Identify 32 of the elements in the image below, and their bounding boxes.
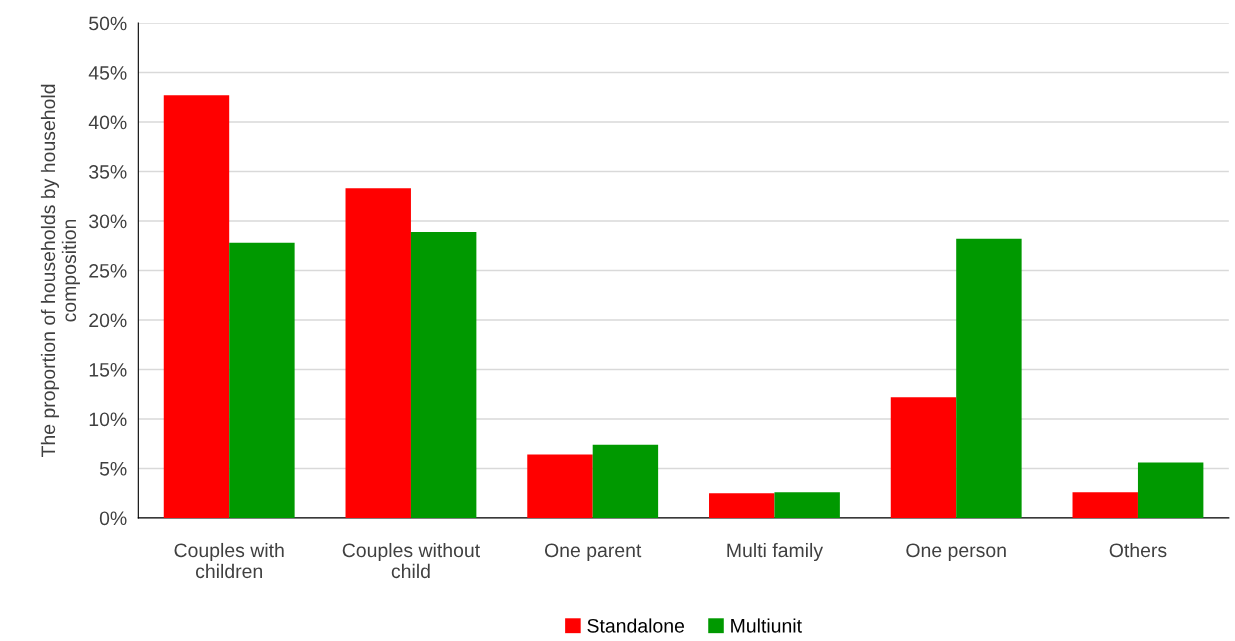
y-axis-title: The proportion of households by household composition <box>40 84 80 458</box>
bar <box>410 231 477 518</box>
x-tick-label: One parent <box>544 543 642 562</box>
bar <box>229 242 295 518</box>
y-tick-label: 40% <box>88 115 127 130</box>
x-tick-label: Couples without child <box>342 542 480 579</box>
y-tick-label: 45% <box>88 66 127 80</box>
x-tick-label: Multi family <box>727 542 824 562</box>
y-tick-label: 25% <box>89 263 127 278</box>
bar <box>163 95 230 518</box>
y-tick-label: 30% <box>89 214 127 229</box>
y-tick-label: 5% <box>99 462 127 476</box>
y-tick-label: 20% <box>89 313 127 328</box>
legend-label: Standalone <box>587 618 685 633</box>
y-tick-label: 50% <box>89 16 127 31</box>
bar <box>1072 492 1138 518</box>
legend-label: Multiunit <box>731 618 802 633</box>
y-tick-label: 10% <box>89 412 127 427</box>
y-tick-label: 15% <box>89 363 127 377</box>
x-tick-label: One person <box>906 543 1006 562</box>
x-tick-label: Others <box>1109 542 1167 558</box>
bar <box>1137 462 1204 518</box>
bar <box>956 238 1022 518</box>
bar <box>592 444 659 518</box>
bar <box>527 454 593 518</box>
y-tick-label: 0% <box>99 511 127 526</box>
bar <box>709 493 775 518</box>
bar <box>890 397 957 518</box>
bar <box>774 492 840 518</box>
bar <box>345 188 411 518</box>
x-tick-label: Couples with children <box>174 542 284 579</box>
y-tick-label: 35% <box>89 165 127 179</box>
